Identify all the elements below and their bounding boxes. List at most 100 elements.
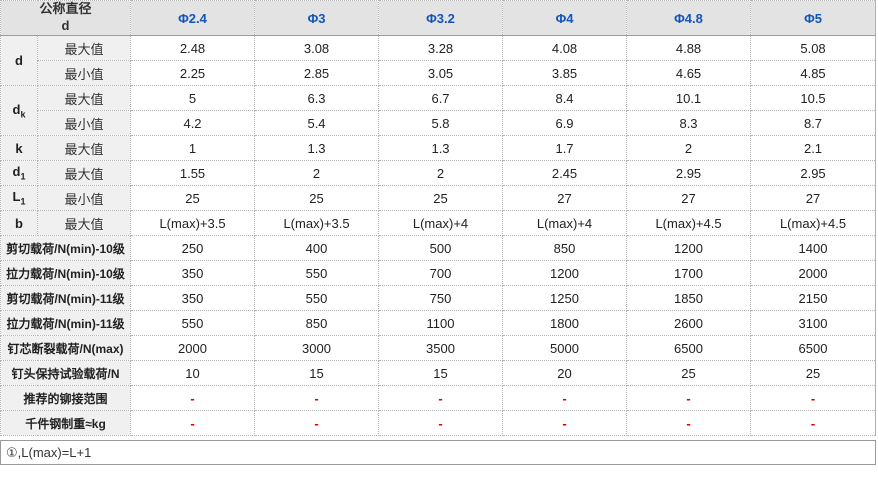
table-cell: 1.55: [130, 160, 256, 186]
table-cell: 3.85: [502, 60, 628, 86]
table-cell: L(max)+3.5: [254, 210, 380, 236]
table-cell-empty: -: [378, 385, 504, 411]
table-row: 剪切载荷/N(min)-10级 250 400 500 850 1200 1400: [0, 235, 877, 261]
row-sublabel: 最小值: [36, 60, 132, 86]
table-cell: 2.48: [130, 35, 256, 61]
table-cell: 1200: [626, 235, 752, 261]
row-symbol: k: [0, 135, 38, 161]
table-cell: L(max)+4.5: [750, 210, 877, 236]
table-cell: L(max)+4: [378, 210, 504, 236]
table-cell: 3500: [378, 335, 504, 361]
row-sublabel: 最大值: [36, 35, 132, 61]
table-cell: 25: [378, 185, 504, 211]
table-cell: 400: [254, 235, 380, 261]
table-cell: 1800: [502, 310, 628, 336]
table-cell: 25: [254, 185, 380, 211]
row-symbol: dk: [0, 85, 38, 136]
table-cell-empty: -: [750, 410, 877, 436]
table-cell: 5.08: [750, 35, 877, 61]
table-cell: 1100: [378, 310, 504, 336]
corner-header-line1: 公称直径: [39, 1, 92, 17]
table-cell: 250: [130, 235, 256, 261]
table-cell: 5000: [502, 335, 628, 361]
table-cell: 2.25: [130, 60, 256, 86]
table-cell: 5: [130, 85, 256, 111]
table-cell: 1: [130, 135, 256, 161]
table-cell-empty: -: [254, 385, 380, 411]
table-cell: 5.4: [254, 110, 380, 136]
table-cell: 4.88: [626, 35, 752, 61]
row-sublabel: 最大值: [36, 85, 132, 111]
table-cell: 2.95: [750, 160, 877, 186]
table-cell: 6.7: [378, 85, 504, 111]
table-cell: L(max)+4: [502, 210, 628, 236]
table-cell: 2150: [750, 285, 877, 311]
column-header: Φ3.2: [378, 0, 504, 36]
table-row: 最小值 2.25 2.85 3.05 3.85 4.65 4.85: [1, 60, 877, 86]
table-cell: 750: [378, 285, 504, 311]
table-cell: 2000: [130, 335, 256, 361]
row-sublabel: 最小值: [36, 110, 132, 136]
table-cell: 550: [254, 285, 380, 311]
row-symbol: L1: [0, 185, 38, 211]
table-cell: 700: [378, 260, 504, 286]
table-cell: L(max)+3.5: [130, 210, 256, 236]
row-label: 千件钢制重≈kg: [0, 410, 132, 436]
table-cell: 1.3: [378, 135, 504, 161]
row-symbol: d: [0, 35, 38, 86]
table-cell: 27: [626, 185, 752, 211]
row-symbol: b: [0, 210, 38, 236]
table-cell: 550: [254, 260, 380, 286]
table-cell: 4.85: [750, 60, 877, 86]
table-row: 最小值 4.2 5.4 5.8 6.9 8.3 8.7: [1, 110, 877, 136]
column-header: Φ4: [502, 0, 628, 36]
table-cell: 6.3: [254, 85, 380, 111]
column-header: Φ4.8: [626, 0, 752, 36]
table-cell: 25: [130, 185, 256, 211]
row-sublabel: 最小值: [36, 185, 132, 211]
table-cell-empty: -: [626, 410, 752, 436]
table-row: dk 最大值 5 6.3 6.7 8.4 10.1 10.5: [0, 85, 877, 136]
table-cell: 1850: [626, 285, 752, 311]
table-cell: 2.1: [750, 135, 877, 161]
table-cell: 350: [130, 285, 256, 311]
table-cell: 2: [254, 160, 380, 186]
row-label: 剪切载荷/N(min)-11级: [0, 285, 132, 311]
table-cell: 2: [378, 160, 504, 186]
table-cell: 1.3: [254, 135, 380, 161]
table-cell: 5.8: [378, 110, 504, 136]
table-row: 千件钢制重≈kg - - - - - -: [0, 410, 877, 436]
table-cell: 6500: [626, 335, 752, 361]
table-cell: 10.1: [626, 85, 752, 111]
column-header: Φ2.4: [130, 0, 256, 36]
row-label: 拉力载荷/N(min)-11级: [0, 310, 132, 336]
table-cell-empty: -: [626, 385, 752, 411]
table-cell: 20: [502, 360, 628, 386]
table-cell: 6500: [750, 335, 877, 361]
table-row: d 最大值 2.48 3.08 3.28 4.08 4.88 5.08: [0, 35, 877, 86]
table-cell-empty: -: [130, 385, 256, 411]
table-row: b 最大值 L(max)+3.5 L(max)+3.5 L(max)+4 L(max)+4…: [0, 210, 877, 236]
table-cell: 850: [254, 310, 380, 336]
table-cell-empty: -: [502, 410, 628, 436]
table-cell: 25: [750, 360, 877, 386]
table-cell: 3100: [750, 310, 877, 336]
table-cell: 1250: [502, 285, 628, 311]
table-cell: 2.85: [254, 60, 380, 86]
table-cell: 2.45: [502, 160, 628, 186]
table-row: 钉芯断裂载荷/N(max) 2000 3000 3500 5000 6500 6500: [0, 335, 877, 361]
row-label: 拉力载荷/N(min)-10级: [0, 260, 132, 286]
table-cell-empty: -: [378, 410, 504, 436]
header-row: 公称直径 d Φ2.4 Φ3 Φ3.2 Φ4 Φ4.8 Φ5: [0, 0, 877, 36]
table-cell: 15: [378, 360, 504, 386]
row-label: 钉头保持试验载荷/N: [0, 360, 132, 386]
table-cell: 8.4: [502, 85, 628, 111]
table-cell: 4.2: [130, 110, 256, 136]
table-cell: 4.08: [502, 35, 628, 61]
table-cell-empty: -: [254, 410, 380, 436]
table-cell: 1200: [502, 260, 628, 286]
table-cell: 2: [626, 135, 752, 161]
table-cell: 27: [502, 185, 628, 211]
table-cell: 8.3: [626, 110, 752, 136]
table-row: 推荐的铆接范围 - - - - - -: [0, 385, 877, 411]
